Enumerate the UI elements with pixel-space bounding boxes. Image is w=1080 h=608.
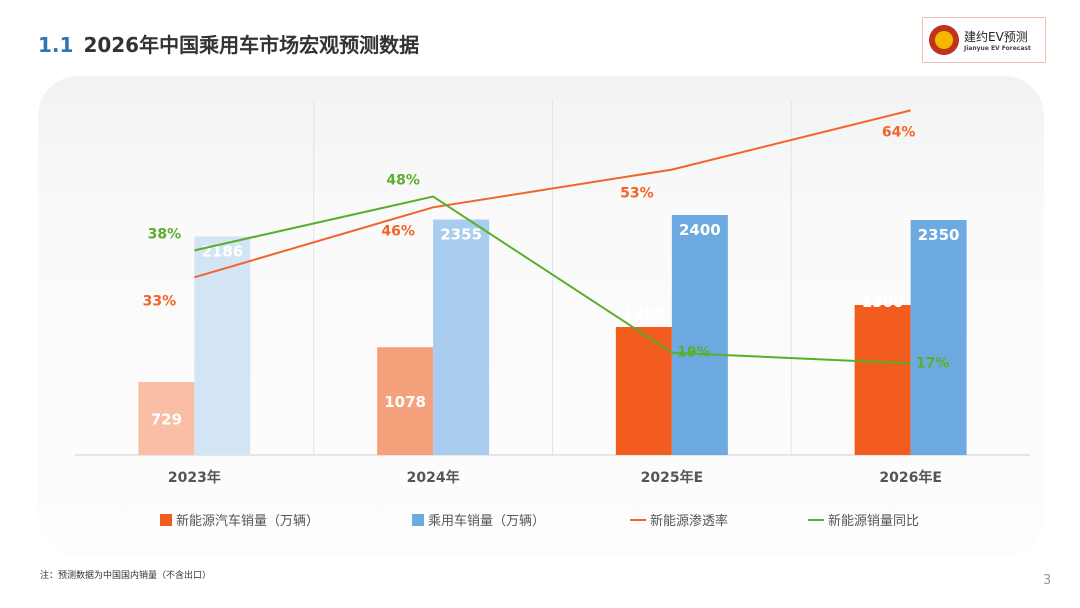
legend-swatch [808,518,824,521]
penetration-line [194,109,911,279]
footnote: 注：预测数据为中国国内销量（不含出口） [40,571,212,581]
legend-nev-sales: 新能源汽车销量（万辆） [160,510,319,529]
legend-yoy: 新能源销量同比 [808,510,919,529]
pv-sales-bar [194,236,251,455]
yoy-label: 19% [677,345,711,361]
nev-sales-label: 1078 [384,393,426,411]
legend-penetration: 新能源渗透率 [630,510,728,529]
logo-seal-icon [929,25,959,55]
pv-sales-label: 2186 [202,242,244,260]
nev-sales-bar [377,347,434,455]
yoy-line [194,195,911,365]
pv-sales-label: 2355 [440,226,482,244]
nev-sales-label: 1500 [862,293,904,311]
legend-swatch [160,513,172,526]
x-tick-label: 2026年E [879,469,942,486]
nev-sales-label: 1280 [623,304,665,322]
x-tick-label: 2024年 [407,469,460,486]
yoy-label: 38% [148,226,182,242]
pv-sales-bar [671,215,728,455]
pv-sales-bar [433,219,490,455]
yoy-label: 17% [916,355,950,371]
legend-swatch [412,513,424,526]
pv-sales-label: 2400 [679,221,721,239]
penetration-label: 33% [143,293,177,309]
penetration-label: 64% [882,124,916,140]
nev-sales-bar [854,305,911,455]
x-tick-label: 2025年E [641,469,704,486]
pv-sales-bar [910,220,967,455]
nev-sales-label: 729 [151,411,182,429]
x-tick-label: 2023年 [168,469,221,486]
legend-pv-sales: 乘用车销量（万辆） [412,510,545,529]
page-number: 3 [1043,573,1052,588]
page-title: 1.1 2026年中国乘用车市场宏观预测数据 [38,33,420,57]
pv-sales-label: 2350 [918,226,960,244]
penetration-label: 53% [620,186,654,202]
nev-sales-bar [615,327,672,455]
penetration-label: 46% [381,223,415,239]
logo: 建约EV预测 Jianyue EV Forecast [922,17,1046,63]
yoy-label: 48% [386,173,420,189]
legend-swatch [630,518,646,521]
nev-sales-bar [138,382,195,455]
